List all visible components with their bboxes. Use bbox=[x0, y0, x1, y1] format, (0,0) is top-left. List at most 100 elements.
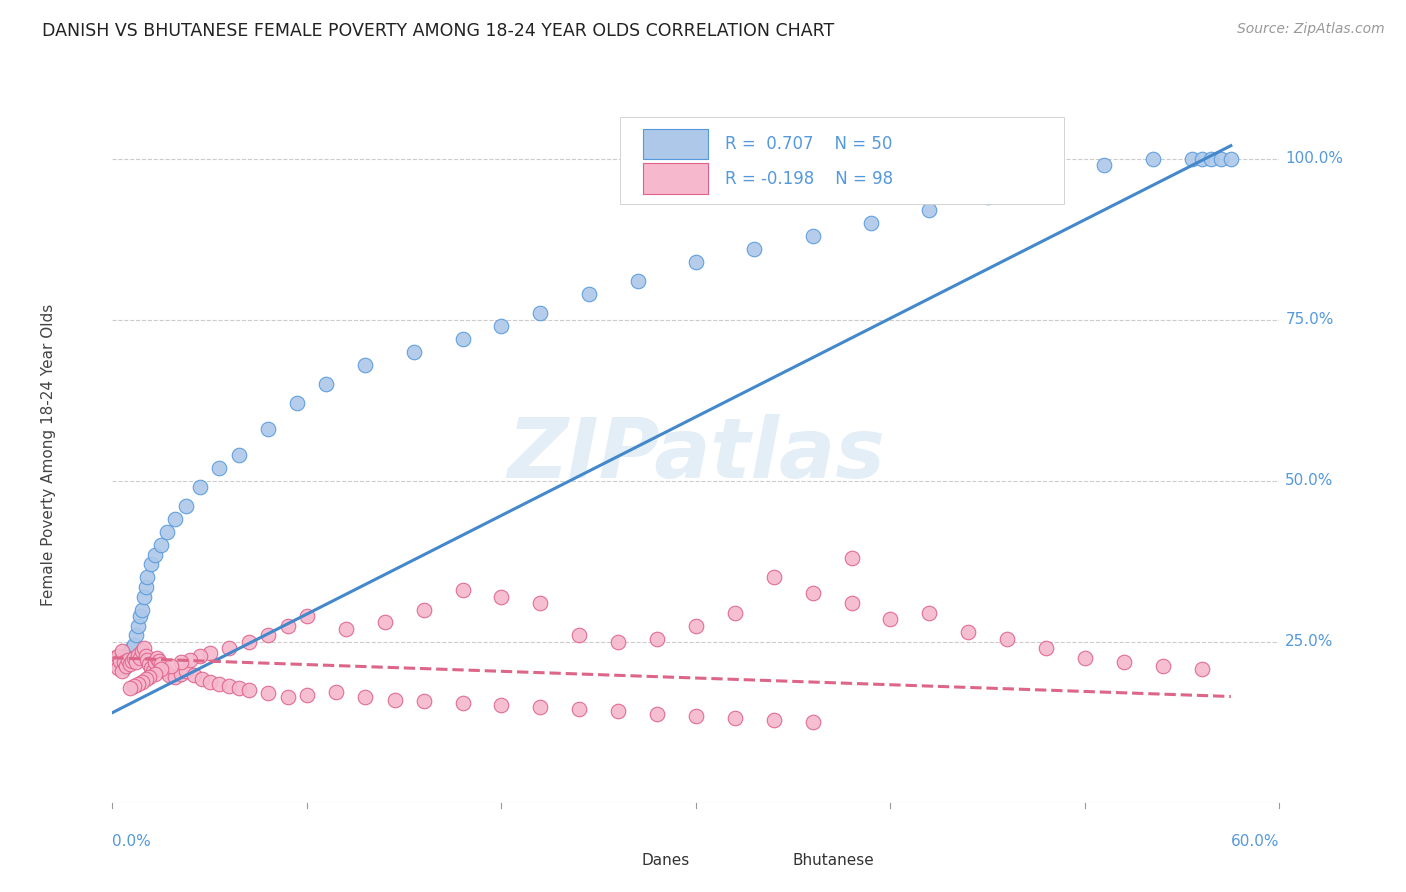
Point bbox=[1191, 662, 1213, 676]
Text: R =  0.707    N = 50: R = 0.707 N = 50 bbox=[725, 135, 893, 153]
Point bbox=[801, 715, 824, 730]
Point bbox=[111, 664, 134, 678]
Point bbox=[529, 700, 551, 714]
Text: Bhutanese: Bhutanese bbox=[793, 853, 875, 868]
Point bbox=[257, 628, 280, 642]
Text: ZIPatlas: ZIPatlas bbox=[508, 415, 884, 495]
Point bbox=[142, 664, 165, 678]
Point bbox=[122, 651, 145, 665]
Point bbox=[208, 460, 231, 475]
Text: 50.0%: 50.0% bbox=[1285, 473, 1334, 488]
Point bbox=[107, 657, 129, 672]
Bar bbox=[596, 849, 631, 874]
Point bbox=[183, 668, 205, 682]
Point bbox=[138, 670, 160, 684]
Point bbox=[762, 570, 785, 584]
Point bbox=[1152, 659, 1174, 673]
Point bbox=[112, 656, 135, 670]
Point bbox=[257, 422, 280, 436]
Point bbox=[160, 659, 183, 673]
Point bbox=[115, 659, 138, 673]
Point bbox=[157, 668, 180, 682]
Point bbox=[491, 698, 513, 712]
Point bbox=[127, 676, 149, 690]
Point bbox=[879, 612, 901, 626]
Point bbox=[724, 606, 747, 620]
Point bbox=[724, 711, 747, 725]
Point bbox=[125, 628, 148, 642]
Point bbox=[568, 702, 591, 716]
Point bbox=[131, 674, 153, 689]
Point bbox=[976, 190, 998, 204]
Point bbox=[451, 332, 474, 346]
Point bbox=[131, 602, 153, 616]
Point bbox=[198, 646, 221, 660]
Point bbox=[1209, 152, 1232, 166]
Point bbox=[118, 657, 141, 672]
Bar bbox=[748, 849, 783, 874]
Point bbox=[491, 590, 513, 604]
Point bbox=[801, 228, 824, 243]
Point bbox=[1219, 152, 1241, 166]
Point bbox=[257, 686, 280, 700]
Point bbox=[957, 625, 980, 640]
Point bbox=[122, 679, 145, 693]
Text: Danes: Danes bbox=[641, 853, 689, 868]
Point bbox=[228, 448, 250, 462]
Point bbox=[918, 606, 941, 620]
Point bbox=[607, 634, 630, 648]
Point bbox=[238, 683, 260, 698]
Point bbox=[150, 662, 173, 676]
Point bbox=[402, 344, 425, 359]
Point bbox=[295, 688, 318, 702]
Point bbox=[1191, 152, 1213, 166]
Point bbox=[285, 396, 308, 410]
Point bbox=[118, 644, 141, 658]
Point bbox=[374, 615, 396, 630]
Point bbox=[325, 685, 347, 699]
Point bbox=[105, 654, 128, 668]
Point bbox=[127, 648, 149, 662]
Point bbox=[136, 570, 159, 584]
Point bbox=[685, 254, 707, 268]
Point bbox=[103, 651, 125, 665]
Text: 25.0%: 25.0% bbox=[1285, 634, 1334, 649]
Point bbox=[176, 664, 198, 678]
Point bbox=[125, 656, 148, 670]
Point bbox=[169, 656, 191, 670]
Point bbox=[127, 618, 149, 632]
Point bbox=[136, 653, 159, 667]
Bar bbox=[644, 163, 707, 194]
Point bbox=[529, 306, 551, 320]
Point bbox=[276, 618, 298, 632]
Point bbox=[117, 648, 139, 662]
Point bbox=[122, 638, 145, 652]
Point bbox=[208, 676, 231, 690]
Point bbox=[146, 651, 169, 665]
Point bbox=[143, 656, 166, 670]
Point bbox=[384, 692, 406, 706]
Point bbox=[228, 681, 250, 695]
Point bbox=[841, 596, 863, 610]
Point bbox=[1035, 170, 1057, 185]
Point bbox=[148, 654, 170, 668]
Point bbox=[143, 667, 166, 681]
Point bbox=[627, 274, 650, 288]
Point bbox=[107, 660, 129, 674]
Point bbox=[128, 609, 150, 624]
Text: Source: ZipAtlas.com: Source: ZipAtlas.com bbox=[1237, 22, 1385, 37]
Point bbox=[685, 618, 707, 632]
Point bbox=[150, 657, 173, 672]
Point bbox=[188, 648, 211, 663]
Point bbox=[238, 634, 260, 648]
Point bbox=[491, 319, 513, 334]
Point bbox=[918, 203, 941, 218]
Point bbox=[295, 609, 318, 624]
Point bbox=[135, 672, 157, 686]
Point bbox=[132, 641, 155, 656]
Point bbox=[645, 632, 668, 646]
Point bbox=[121, 654, 143, 668]
Point bbox=[117, 653, 139, 667]
Point bbox=[150, 538, 173, 552]
Bar bbox=[644, 128, 707, 159]
